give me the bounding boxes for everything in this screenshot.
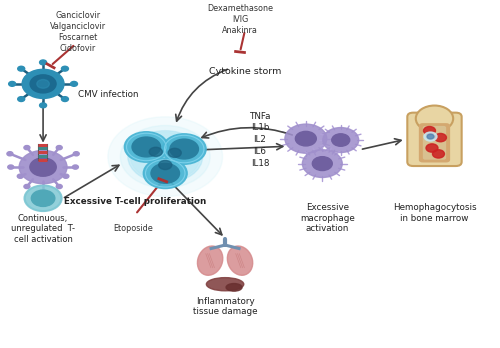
Circle shape <box>24 184 30 189</box>
Ellipse shape <box>226 284 242 291</box>
Circle shape <box>32 190 55 206</box>
Circle shape <box>8 165 14 169</box>
Circle shape <box>62 66 68 71</box>
Circle shape <box>424 127 436 135</box>
Circle shape <box>128 130 202 183</box>
FancyBboxPatch shape <box>423 126 446 160</box>
Circle shape <box>296 131 316 146</box>
Circle shape <box>24 145 30 150</box>
Circle shape <box>130 132 200 181</box>
Circle shape <box>40 147 46 151</box>
Circle shape <box>124 132 168 162</box>
Text: TNFa
IL1b
IL2
IL6
IL18: TNFa IL1b IL2 IL6 IL18 <box>249 112 270 168</box>
Circle shape <box>285 124 327 153</box>
Circle shape <box>302 150 342 177</box>
Circle shape <box>56 184 62 189</box>
Circle shape <box>70 81 78 86</box>
Text: Hemophagocytosis
in bone marrow: Hemophagocytosis in bone marrow <box>392 204 476 223</box>
Text: Inflammatory
tissue damage: Inflammatory tissue damage <box>193 297 258 316</box>
Text: Etoposide: Etoposide <box>113 224 152 233</box>
Circle shape <box>149 147 162 156</box>
Circle shape <box>416 105 453 132</box>
Circle shape <box>432 150 444 158</box>
Circle shape <box>37 79 50 88</box>
Circle shape <box>426 144 438 152</box>
Circle shape <box>168 148 181 157</box>
Circle shape <box>72 165 78 169</box>
Circle shape <box>158 160 172 169</box>
Circle shape <box>162 134 206 164</box>
Circle shape <box>40 103 46 108</box>
Circle shape <box>24 185 62 212</box>
Text: CMV infection: CMV infection <box>78 90 138 99</box>
Circle shape <box>312 157 332 171</box>
Circle shape <box>30 75 56 93</box>
FancyBboxPatch shape <box>419 123 450 163</box>
Circle shape <box>170 139 198 159</box>
Text: Excessive
macrophage
activation: Excessive macrophage activation <box>300 204 354 233</box>
Circle shape <box>427 134 434 139</box>
Circle shape <box>424 132 437 141</box>
Circle shape <box>18 97 24 102</box>
Circle shape <box>56 145 62 150</box>
Ellipse shape <box>198 246 223 275</box>
Circle shape <box>120 126 210 188</box>
Text: Ganciclovir
Valganciclovir
Foscarnet
Cidofovir: Ganciclovir Valganciclovir Foscarnet Cid… <box>50 11 106 53</box>
Circle shape <box>132 137 160 157</box>
Circle shape <box>19 150 67 184</box>
Circle shape <box>7 152 13 156</box>
Circle shape <box>108 117 222 197</box>
Circle shape <box>18 174 24 178</box>
Text: Excessive T-cell proliferation: Excessive T-cell proliferation <box>64 197 206 206</box>
Ellipse shape <box>206 278 244 291</box>
Text: Cytokine storm: Cytokine storm <box>209 66 281 76</box>
FancyBboxPatch shape <box>408 113 462 166</box>
Circle shape <box>332 134 349 146</box>
Circle shape <box>40 192 46 196</box>
Circle shape <box>62 97 68 102</box>
Text: Dexamethasone
IVIG
Anakinra: Dexamethasone IVIG Anakinra <box>207 4 273 35</box>
Circle shape <box>73 152 79 156</box>
Circle shape <box>434 133 446 142</box>
Circle shape <box>63 174 69 178</box>
Circle shape <box>22 69 64 98</box>
Circle shape <box>8 81 16 86</box>
Circle shape <box>30 158 56 176</box>
Text: Continuous,
unregulated  T-
cell activation: Continuous, unregulated T- cell activati… <box>11 214 75 244</box>
Circle shape <box>40 60 46 65</box>
Circle shape <box>151 164 180 183</box>
Circle shape <box>18 66 24 71</box>
Circle shape <box>323 128 358 152</box>
Ellipse shape <box>228 246 252 275</box>
Circle shape <box>144 158 187 189</box>
